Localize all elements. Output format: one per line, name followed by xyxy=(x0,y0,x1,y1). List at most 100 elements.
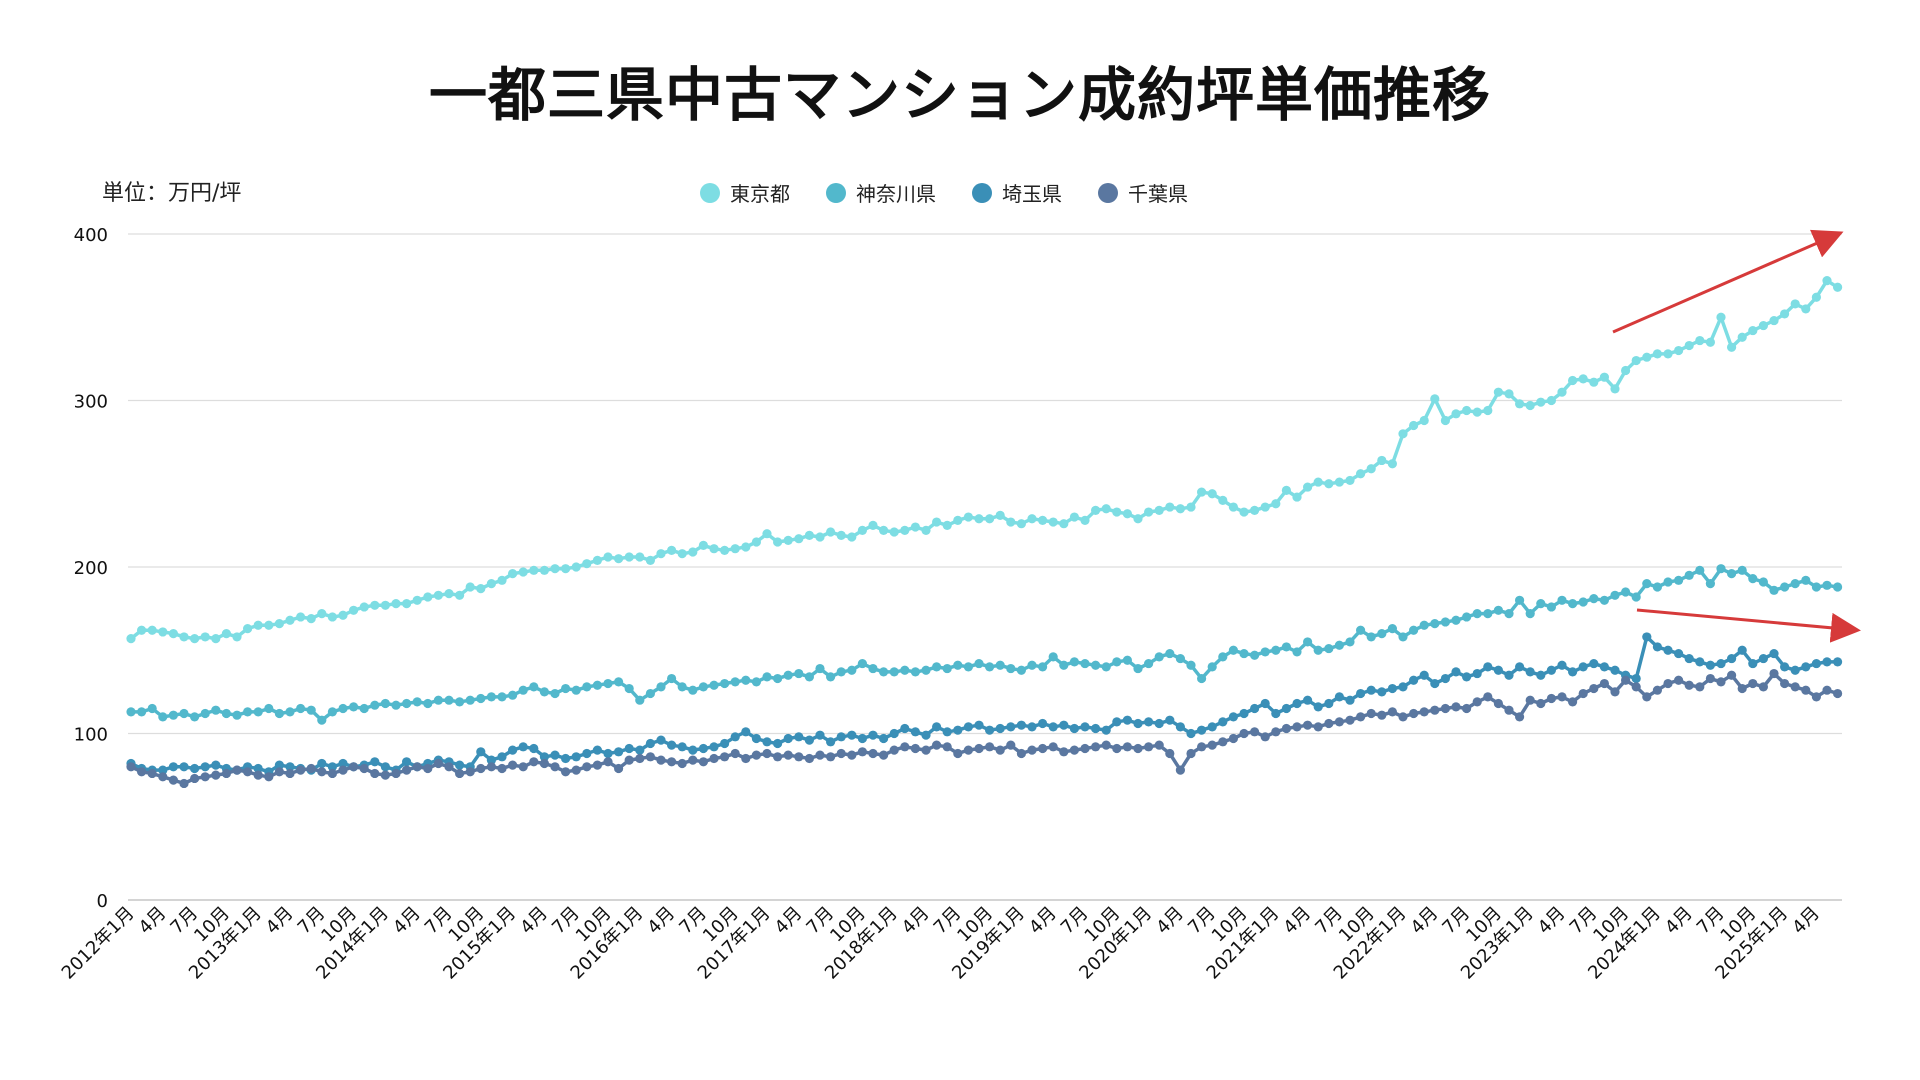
data-point xyxy=(1557,660,1567,670)
data-point xyxy=(1737,683,1747,694)
data-point xyxy=(1801,662,1811,672)
data-point xyxy=(677,682,687,692)
data-point xyxy=(1409,625,1419,635)
data-point xyxy=(200,772,210,782)
data-point xyxy=(1313,702,1323,712)
data-point xyxy=(1324,698,1334,709)
data-point xyxy=(370,600,380,610)
data-point xyxy=(1705,337,1715,347)
data-point xyxy=(349,762,359,772)
data-point xyxy=(889,728,899,739)
data-point xyxy=(317,715,327,725)
data-point xyxy=(868,730,878,740)
data-point xyxy=(730,732,740,742)
data-point xyxy=(741,675,751,685)
data-point xyxy=(677,549,687,559)
data-point xyxy=(847,665,857,675)
data-point xyxy=(868,663,878,674)
data-point xyxy=(1451,667,1461,677)
x-tick-label: 4月 xyxy=(771,903,807,939)
data-point xyxy=(624,743,634,754)
data-point xyxy=(221,768,231,779)
data-point xyxy=(1525,400,1535,411)
data-point xyxy=(211,633,221,644)
data-point xyxy=(836,530,846,540)
data-point xyxy=(561,767,571,777)
data-point xyxy=(1271,499,1281,509)
data-point xyxy=(1748,574,1758,584)
data-point xyxy=(1239,728,1249,739)
data-point xyxy=(179,708,189,719)
data-point xyxy=(582,762,592,772)
data-point xyxy=(1546,693,1556,704)
data-point xyxy=(1175,765,1185,775)
data-point xyxy=(253,707,263,717)
data-point xyxy=(380,770,390,780)
data-point xyxy=(698,757,709,767)
data-point xyxy=(1801,575,1811,585)
data-point xyxy=(1387,459,1397,469)
data-point xyxy=(380,698,390,709)
data-point xyxy=(656,735,666,745)
data-point xyxy=(274,619,284,629)
data-point xyxy=(1292,698,1302,709)
data-point xyxy=(1165,502,1175,512)
data-point xyxy=(243,707,253,717)
data-point xyxy=(773,673,783,684)
data-point xyxy=(423,698,433,709)
data-point xyxy=(1059,660,1069,670)
data-point xyxy=(561,753,571,764)
x-tick-label: 4月 xyxy=(1534,903,1570,939)
data-point xyxy=(1091,742,1101,752)
data-point xyxy=(1833,657,1843,667)
data-point xyxy=(1589,658,1599,669)
y-tick-label: 200 xyxy=(74,558,108,579)
data-point xyxy=(1165,715,1175,725)
data-point xyxy=(1218,652,1228,662)
data-point xyxy=(412,697,422,707)
legend-item: 埼玉県 xyxy=(972,178,1062,207)
trend-arrow-down xyxy=(1636,608,1861,643)
data-point xyxy=(963,662,974,672)
data-point xyxy=(889,527,899,537)
data-point xyxy=(942,742,952,752)
data-point xyxy=(1006,722,1016,732)
data-point xyxy=(804,753,815,764)
data-point xyxy=(688,745,698,755)
data-point xyxy=(561,683,571,694)
data-point xyxy=(709,742,719,752)
data-point xyxy=(720,752,730,762)
data-point xyxy=(1493,665,1503,675)
data-point xyxy=(1313,722,1323,732)
data-point xyxy=(1281,703,1291,714)
data-point xyxy=(794,732,804,742)
data-point xyxy=(900,665,910,675)
data-point xyxy=(1186,728,1196,739)
data-point xyxy=(656,755,666,765)
data-point xyxy=(1101,740,1111,750)
data-point xyxy=(1069,512,1079,522)
data-point xyxy=(1568,599,1578,609)
data-point xyxy=(1525,667,1535,677)
data-point xyxy=(857,525,868,535)
data-point xyxy=(879,667,889,677)
x-tick-label: 4月 xyxy=(1025,903,1061,939)
data-point xyxy=(677,758,687,769)
data-point xyxy=(836,667,846,677)
x-tick-label: 4月 xyxy=(1788,903,1824,939)
data-point xyxy=(1207,722,1217,732)
data-point xyxy=(497,692,507,702)
data-point xyxy=(921,665,931,675)
data-point xyxy=(1748,678,1758,689)
data-point xyxy=(168,629,178,639)
data-point xyxy=(847,730,857,740)
data-point xyxy=(211,760,221,770)
data-point xyxy=(539,758,550,769)
data-point xyxy=(1811,658,1821,669)
data-point xyxy=(709,544,719,554)
data-point xyxy=(1557,595,1567,605)
data-point xyxy=(751,733,762,744)
data-point xyxy=(1059,747,1069,757)
data-point xyxy=(614,763,624,774)
data-point xyxy=(1197,742,1207,752)
